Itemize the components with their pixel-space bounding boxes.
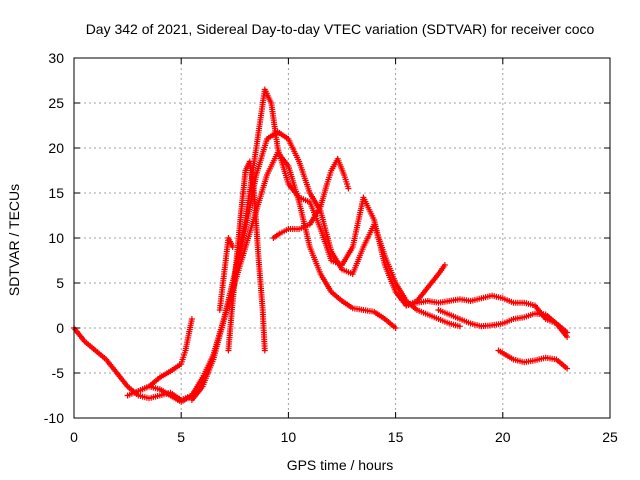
x-tick-label: 25 (602, 429, 618, 445)
x-tick-label: 20 (495, 429, 511, 445)
tick-layer: 0 5 10 15 20 25 -10 -5 0 5 10 15 20 25 30 (44, 50, 618, 445)
y-tick-label: 15 (48, 185, 64, 201)
x-axis-label: GPS time / hours (287, 457, 394, 473)
y-tick-label: 20 (48, 140, 64, 156)
x-tick-label: 15 (388, 429, 404, 445)
series-spike-1 (225, 158, 268, 354)
x-tick-label: 5 (177, 429, 185, 445)
y-tick-label: 25 (48, 95, 64, 111)
grid-layer (74, 58, 610, 418)
series-markers (270, 155, 352, 241)
series-spike-2 (216, 235, 236, 313)
series-markers (225, 158, 268, 354)
y-tick-label: 30 (48, 50, 64, 66)
y-tick-label: 10 (48, 230, 64, 246)
series-markers (495, 347, 571, 372)
x-tick-label: 10 (281, 429, 297, 445)
y-tick-label: 0 (56, 320, 64, 336)
series-sat-e (135, 316, 195, 394)
y-tick-label: -10 (44, 410, 64, 426)
y-tick-label: 5 (56, 275, 64, 291)
x-tick-label: 0 (70, 429, 78, 445)
chart-title: Day 342 of 2021, Sidereal Day-to-day VTE… (86, 21, 595, 37)
series-markers (435, 307, 571, 336)
y-tick-label: -5 (52, 365, 65, 381)
series-markers (216, 235, 236, 313)
y-axis-label: SDTVAR / TECUs (6, 184, 22, 296)
series-sat-h (495, 347, 571, 372)
series-sat-g (435, 307, 571, 336)
series-sat-d (270, 155, 352, 241)
data-layer (71, 86, 571, 405)
series-markers (135, 316, 195, 394)
